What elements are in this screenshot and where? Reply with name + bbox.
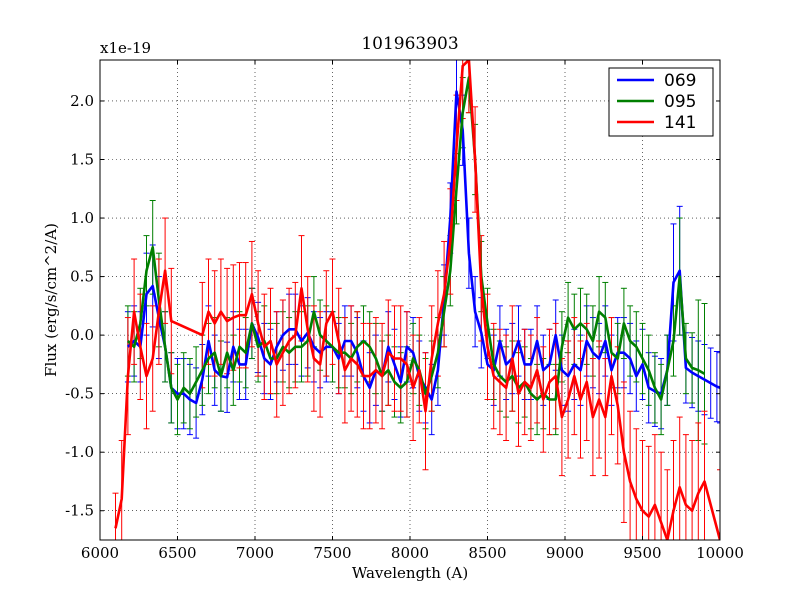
legend-label-141: 141 [664,113,696,133]
x-tick-label: 6500 [158,544,196,562]
x-tick-label: 8000 [391,544,429,562]
x-tick-label: 7500 [313,544,351,562]
y-scale-label: x1e-19 [100,39,151,57]
y-axis-label: Flux (erg/s/cm^2/A) [42,223,60,377]
y-tick-label: 1.0 [70,209,94,227]
y-tick-label: -1.0 [65,443,94,461]
legend-label-069: 069 [664,71,696,91]
series-lines [114,60,720,540]
x-tick-label: 8500 [468,544,506,562]
legend-label-095: 095 [664,92,696,112]
series-line-141 [114,60,720,540]
x-tick-label: 9500 [623,544,661,562]
y-tick-label: -0.5 [65,385,94,403]
x-tick-label: 7000 [236,544,274,562]
y-tick-label: 2.0 [70,92,94,110]
y-tick-labels: -1.5 -1.0 -0.5 0.0 0.5 1.0 1.5 2.0 [65,92,94,520]
axis-ticks [99,60,721,540]
series-line-095 [127,76,706,401]
chart-title: 101963903 [361,34,458,54]
y-tick-label: 1.5 [70,151,94,169]
x-tick-labels: 6000 6500 7000 7500 8000 8500 9000 9500 10000 [81,544,744,562]
series-line-069 [127,90,720,405]
x-tick-label: 6000 [81,544,119,562]
x-tick-label: 10000 [696,544,744,562]
y-tick-label: -1.5 [65,502,94,520]
plot-area [112,60,720,540]
y-tick-label: 0.0 [70,326,94,344]
y-tick-label: 0.5 [70,268,94,286]
x-axis-label: Wavelength (A) [352,564,468,582]
x-tick-label: 9000 [546,544,584,562]
